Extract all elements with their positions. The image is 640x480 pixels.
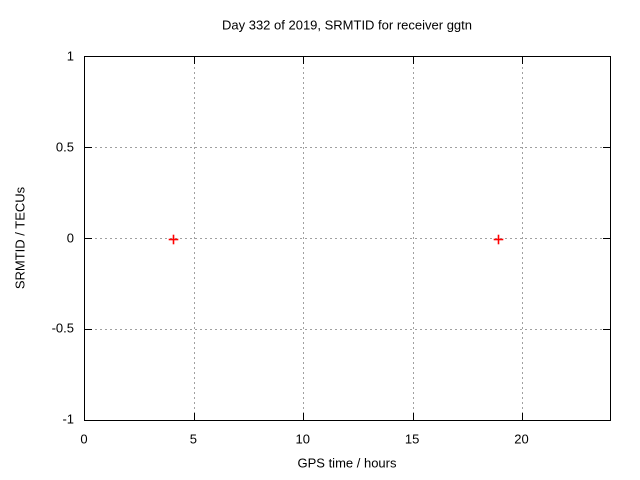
x-tick-label: 20 [514, 431, 529, 447]
data-point-marker [494, 234, 504, 244]
y-tick-label: 1 [66, 48, 74, 64]
gridline-horizontal [85, 238, 610, 239]
x-tick-mark-top [522, 57, 523, 64]
gridline-horizontal [85, 147, 610, 149]
x-tick-label: 15 [404, 431, 420, 447]
x-tick-label: 0 [80, 431, 88, 447]
y-tick-mark-left [85, 328, 92, 330]
gridline-horizontal [85, 328, 610, 330]
x-axis-label: GPS time / hours [297, 455, 397, 471]
x-tick-mark-bottom [522, 413, 523, 420]
y-tick-mark-right [603, 328, 610, 330]
y-tick-label: -0.5 [51, 320, 74, 336]
y-tick-mark-left [85, 238, 92, 239]
y-tick-mark-right [603, 147, 610, 149]
chart-title: Day 332 of 2019, SRMTID for receiver ggt… [221, 17, 473, 33]
x-tick-mark-bottom [412, 413, 414, 420]
x-tick-mark-bottom [193, 413, 195, 420]
y-axis-label: SRMTID / TECUs [12, 186, 28, 290]
y-tick-mark-right [603, 238, 610, 239]
x-tick-mark-top [193, 57, 195, 64]
y-tick-label: 0.5 [55, 139, 74, 155]
x-tick-mark-top [412, 57, 414, 64]
x-tick-label: 5 [189, 431, 197, 447]
x-tick-label: 10 [295, 431, 310, 447]
y-tick-label: 0 [66, 230, 74, 245]
data-point-marker [168, 234, 178, 244]
y-tick-mark-left [85, 147, 92, 149]
x-tick-mark-top [303, 57, 305, 64]
x-tick-mark-bottom [303, 413, 305, 420]
plot-area [84, 56, 611, 421]
y-tick-label: -1 [62, 411, 74, 427]
